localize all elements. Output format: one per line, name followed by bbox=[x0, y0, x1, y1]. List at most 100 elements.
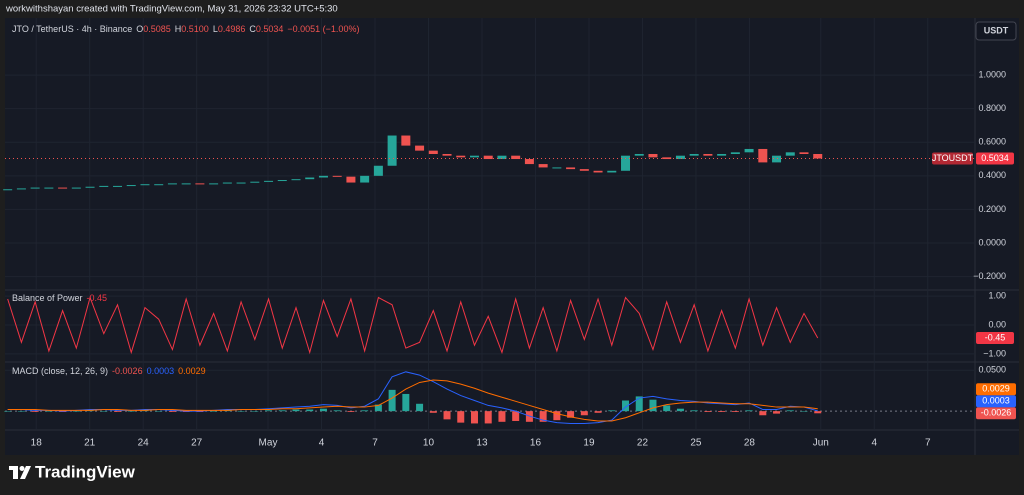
x-tick-label: 4 bbox=[871, 438, 877, 449]
x-tick-label: 7 bbox=[372, 438, 378, 449]
candle-body bbox=[621, 155, 631, 171]
ohlc-value: 0.5100 bbox=[181, 24, 209, 34]
candle-body bbox=[85, 186, 95, 188]
histogram-bar bbox=[333, 410, 341, 412]
histogram-bar bbox=[718, 411, 726, 412]
candle-body bbox=[346, 176, 356, 183]
histogram-bar bbox=[306, 409, 314, 412]
histogram-bar bbox=[210, 411, 218, 412]
candle-body bbox=[387, 135, 397, 166]
candle-body bbox=[30, 187, 40, 189]
x-tick-label: Jun bbox=[813, 438, 829, 449]
currency-button-box[interactable] bbox=[975, 21, 1017, 41]
histogram-bar bbox=[388, 389, 396, 412]
ohlc-value: 0.4986 bbox=[218, 24, 246, 34]
macd-value: 0.0003 bbox=[147, 366, 175, 376]
indicator-line bbox=[7, 295, 819, 355]
candle-body bbox=[332, 175, 342, 177]
candle-body bbox=[813, 154, 823, 159]
histogram-bar bbox=[443, 411, 451, 420]
x-tick-label: 19 bbox=[583, 438, 595, 449]
histogram-bar bbox=[100, 411, 108, 412]
histogram-bar bbox=[814, 411, 822, 414]
indicator-tag: -0.0026 bbox=[981, 408, 1012, 418]
last-price-tag-box bbox=[976, 152, 1014, 165]
y-tick-label: 0.0500 bbox=[978, 365, 1006, 375]
candle-body bbox=[236, 182, 246, 184]
indicator-tag-box bbox=[976, 395, 1016, 408]
candle-body bbox=[758, 148, 768, 163]
candle-body bbox=[264, 180, 274, 182]
y-tick-label: 1.00 bbox=[988, 290, 1006, 300]
histogram-bar bbox=[237, 411, 245, 412]
indicator-header: Balance of Power -0.45 bbox=[12, 293, 107, 303]
y-tick-label: 0.4000 bbox=[978, 170, 1006, 180]
histogram-bar bbox=[251, 411, 259, 412]
y-tick-label: 0.00 bbox=[988, 319, 1006, 329]
macd-line bbox=[7, 379, 818, 422]
x-tick-label: 22 bbox=[637, 438, 649, 449]
footer-brand: TradingView bbox=[35, 462, 136, 481]
currency-button-label[interactable]: USDT bbox=[984, 25, 1009, 35]
indicator-header: MACD (close, 12, 26, 9) -0.0026 0.0003 0.00… bbox=[12, 366, 206, 376]
candle-body bbox=[442, 154, 452, 156]
histogram-bar bbox=[608, 410, 616, 412]
x-tick-label: 18 bbox=[31, 438, 43, 449]
ohlc-value: 0.5034 bbox=[256, 24, 284, 34]
indicator-value: -0.45 bbox=[87, 293, 108, 303]
histogram-bar bbox=[635, 396, 643, 412]
candle-body bbox=[181, 183, 191, 185]
candle-body bbox=[3, 189, 13, 191]
x-tick-label: 13 bbox=[476, 438, 488, 449]
candle-body bbox=[799, 152, 809, 154]
chart-background bbox=[5, 18, 1019, 455]
candle-body bbox=[703, 154, 713, 156]
currency-button[interactable]: USDT bbox=[975, 21, 1017, 41]
logo-dot bbox=[19, 466, 25, 471]
histogram-bar bbox=[567, 411, 575, 418]
logo-mark bbox=[9, 466, 31, 479]
histogram-bar bbox=[72, 411, 80, 412]
y-tick-label: 0.6000 bbox=[978, 137, 1006, 147]
x-tick-label: 25 bbox=[690, 438, 702, 449]
histogram-bar bbox=[374, 404, 382, 412]
candle-body bbox=[483, 155, 493, 160]
candle-body bbox=[360, 175, 370, 183]
candle-body bbox=[126, 185, 136, 187]
histogram-bar bbox=[676, 408, 684, 412]
candle-body bbox=[113, 185, 123, 187]
histogram-bar bbox=[4, 411, 12, 412]
candle-body bbox=[209, 183, 219, 185]
candle-body bbox=[140, 184, 150, 186]
candle-body bbox=[552, 167, 562, 169]
ohlc-key: H bbox=[175, 24, 182, 34]
histogram-bar bbox=[429, 411, 437, 413]
candle-body bbox=[607, 170, 617, 173]
indicator-tag-box bbox=[976, 407, 1016, 420]
y-tick-label: −1.00 bbox=[983, 348, 1006, 358]
histogram-bar bbox=[786, 410, 794, 412]
candle-body bbox=[222, 182, 232, 184]
candle-body bbox=[689, 154, 699, 156]
y-tick-label: 0.2000 bbox=[978, 204, 1006, 214]
histogram-bar bbox=[470, 411, 478, 424]
y-tick-label: 1.0000 bbox=[978, 69, 1006, 79]
x-tick-label: May bbox=[259, 438, 278, 449]
x-tick-label: 10 bbox=[423, 438, 435, 449]
symbol-title: JTO / TetherUS · 4h · Binance bbox=[12, 24, 132, 34]
histogram-bar bbox=[361, 410, 369, 412]
histogram-bar bbox=[31, 411, 39, 412]
histogram-bar bbox=[155, 411, 163, 412]
histogram-bar bbox=[580, 411, 588, 416]
y-tick-label: 0.8000 bbox=[978, 103, 1006, 113]
histogram-bar bbox=[319, 408, 327, 412]
indicator-title: Balance of Power bbox=[12, 293, 83, 303]
histogram-bar bbox=[114, 411, 122, 412]
indicator-tag: 0.0029 bbox=[982, 384, 1010, 394]
candle-body bbox=[154, 184, 164, 186]
price-change: −0.0051 (−1.00%) bbox=[287, 24, 359, 34]
indicator-tag: 0.0003 bbox=[982, 396, 1010, 406]
ohlc-key: C bbox=[249, 24, 256, 34]
histogram-bar bbox=[690, 410, 698, 412]
